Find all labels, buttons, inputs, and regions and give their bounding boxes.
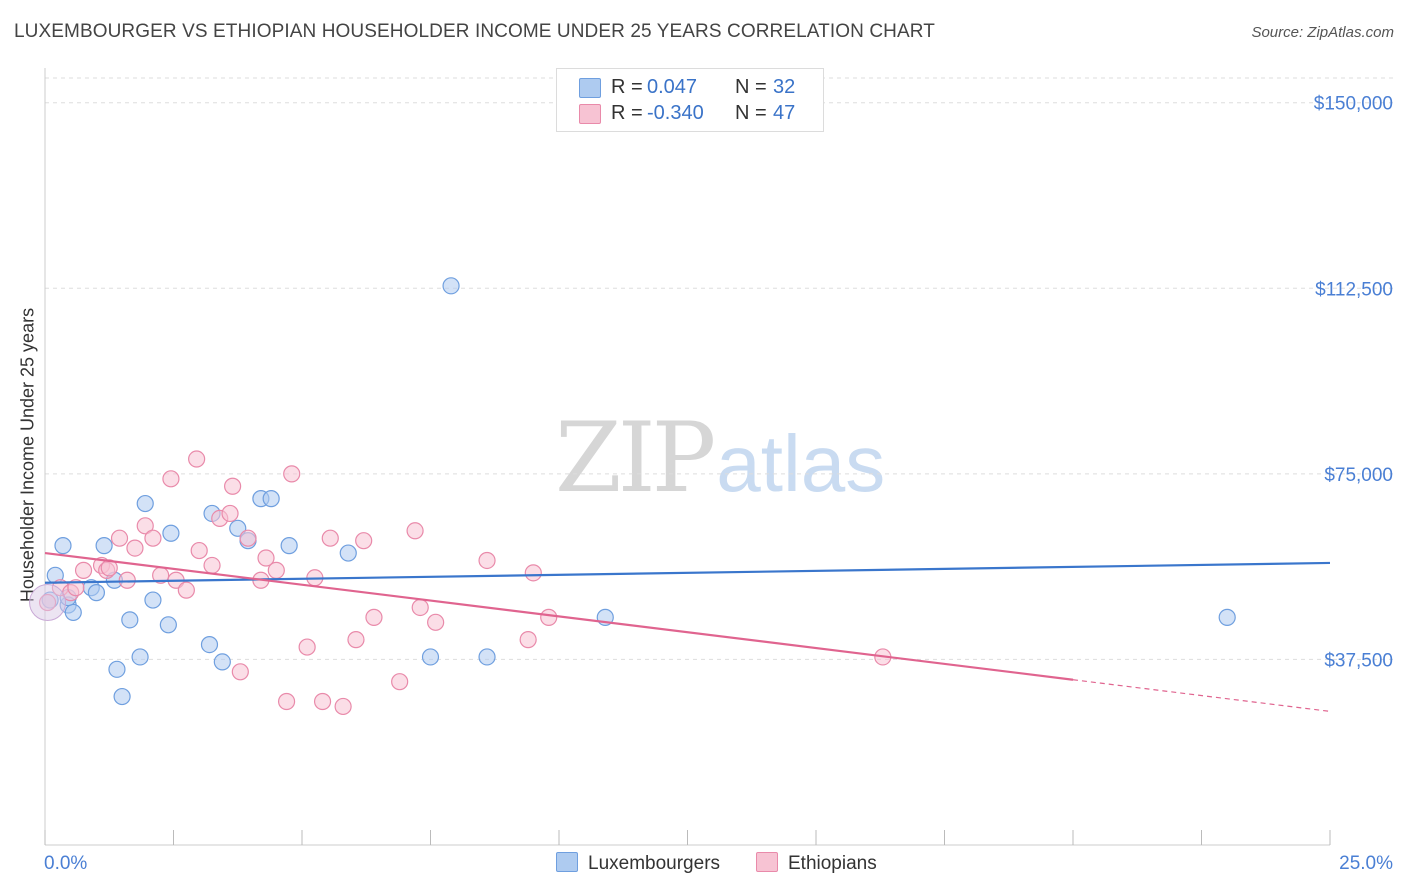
- data-point-luxembourgers: [162, 524, 180, 542]
- legend-r-label: R =: [611, 102, 643, 124]
- y-tick-label: $75,000: [1324, 465, 1393, 486]
- data-point-ethiopians: [391, 673, 409, 691]
- data-point-ethiopians: [136, 517, 154, 535]
- data-point-luxembourgers: [478, 648, 496, 666]
- data-point-ethiopians: [334, 697, 352, 716]
- data-point-ethiopians: [224, 477, 242, 495]
- data-point-ethiopians: [126, 539, 144, 557]
- series-legend-label: Luxembourgers: [588, 853, 721, 874]
- watermark-zip: ZIP: [555, 402, 716, 514]
- legend-n-value: 32: [773, 76, 796, 98]
- data-point-cluster: [29, 584, 67, 622]
- legend-swatch-luxembourgers: [579, 78, 601, 98]
- data-point-ethiopians: [355, 532, 373, 550]
- data-point-luxembourgers: [87, 584, 106, 602]
- data-point-luxembourgers: [113, 687, 131, 706]
- data-point-ethiopians: [74, 561, 93, 579]
- series-legend-ethiopians: Ethiopians: [756, 852, 877, 875]
- data-point-ethiopians: [203, 556, 221, 575]
- y-tick-label: $150,000: [1314, 94, 1393, 115]
- data-point-ethiopians: [67, 579, 85, 597]
- axes: [44, 68, 1331, 846]
- data-points: [29, 277, 1236, 716]
- source-credit: Source: ZipAtlas.com: [1251, 24, 1394, 41]
- legend-n-value: 47: [773, 102, 796, 124]
- correlation-legend: R = 0.047 N = 32 R = -0.340 N = 47: [556, 68, 824, 132]
- legend-r-value: 0.047: [647, 76, 698, 98]
- x-axis-min-label: 0.0%: [44, 853, 88, 874]
- trend-line-luxembourgers: [44, 561, 1331, 584]
- watermark-atlas: atlas: [716, 419, 886, 508]
- data-point-ethiopians: [298, 638, 316, 656]
- data-point-ethiopians: [519, 631, 537, 649]
- data-point-ethiopians: [406, 522, 424, 540]
- data-point-ethiopians: [110, 529, 129, 547]
- data-point-luxembourgers: [95, 537, 113, 555]
- trend-lines: [44, 551, 1331, 712]
- data-point-ethiopians: [283, 465, 301, 483]
- data-point-luxembourgers: [213, 653, 231, 671]
- data-point-ethiopians: [190, 541, 208, 560]
- data-point-luxembourgers: [136, 494, 154, 513]
- chart-title: LUXEMBOURGER VS ETHIOPIAN HOUSEHOLDER IN…: [14, 21, 935, 42]
- data-point-ethiopians: [365, 608, 383, 626]
- y-tick-label: $37,500: [1324, 650, 1393, 671]
- legend-n-label: N =: [735, 102, 767, 124]
- data-point-ethiopians: [540, 608, 558, 626]
- series-legend-luxembourgers: Luxembourgers: [556, 852, 720, 875]
- legend-r-value: -0.340: [647, 102, 704, 124]
- data-point-ethiopians: [411, 598, 429, 617]
- data-point-luxembourgers: [200, 635, 219, 654]
- data-point-ethiopians: [267, 561, 285, 579]
- data-point-luxembourgers: [339, 544, 357, 562]
- series-legend-swatch: [756, 852, 778, 872]
- data-point-ethiopians: [427, 613, 445, 631]
- data-point-luxembourgers: [131, 648, 149, 666]
- data-point-luxembourgers: [262, 490, 280, 508]
- data-point-luxembourgers: [121, 611, 139, 629]
- data-point-ethiopians: [177, 581, 195, 599]
- data-point-luxembourgers: [54, 537, 72, 555]
- series-legend-label: Ethiopians: [788, 853, 877, 874]
- data-point-ethiopians: [239, 529, 257, 547]
- data-point-ethiopians: [321, 529, 339, 547]
- data-point-ethiopians: [313, 692, 332, 711]
- trend-line-extension-ethiopians: [1072, 679, 1331, 712]
- data-point-luxembourgers: [421, 648, 440, 666]
- data-point-ethiopians: [347, 631, 365, 649]
- y-tick-label: $112,500: [1315, 279, 1393, 300]
- trend-line-ethiopians: [44, 551, 1074, 681]
- data-point-ethiopians: [277, 692, 296, 711]
- data-point-ethiopians: [524, 564, 542, 582]
- legend-swatch-ethiopians: [579, 104, 601, 124]
- data-point-luxembourgers: [144, 591, 162, 609]
- data-point-ethiopians: [231, 663, 249, 681]
- data-point-ethiopians: [478, 551, 496, 570]
- x-axis-max-label: 25.0%: [1339, 853, 1393, 874]
- legend-n-label: N =: [735, 76, 767, 98]
- data-point-luxembourgers: [229, 519, 247, 537]
- data-point-luxembourgers: [1218, 608, 1236, 626]
- data-point-luxembourgers: [64, 603, 82, 622]
- legend-r-label: R =: [611, 76, 643, 98]
- data-point-luxembourgers: [159, 616, 177, 634]
- data-point-ethiopians: [221, 504, 239, 523]
- data-point-ethiopians: [144, 529, 162, 547]
- data-point-ethiopians: [118, 571, 136, 589]
- data-point-luxembourgers: [442, 277, 460, 295]
- data-point-luxembourgers: [280, 537, 298, 555]
- data-point-ethiopians: [162, 470, 180, 488]
- y-tick-labels: $37,500 $75,000 $112,500 $150,000: [1314, 94, 1393, 672]
- series-legend-swatch: [556, 852, 578, 872]
- data-point-luxembourgers: [108, 660, 126, 678]
- data-point-ethiopians: [257, 549, 275, 567]
- data-point-ethiopians: [188, 450, 206, 468]
- watermark: ZIPatlas: [555, 402, 885, 514]
